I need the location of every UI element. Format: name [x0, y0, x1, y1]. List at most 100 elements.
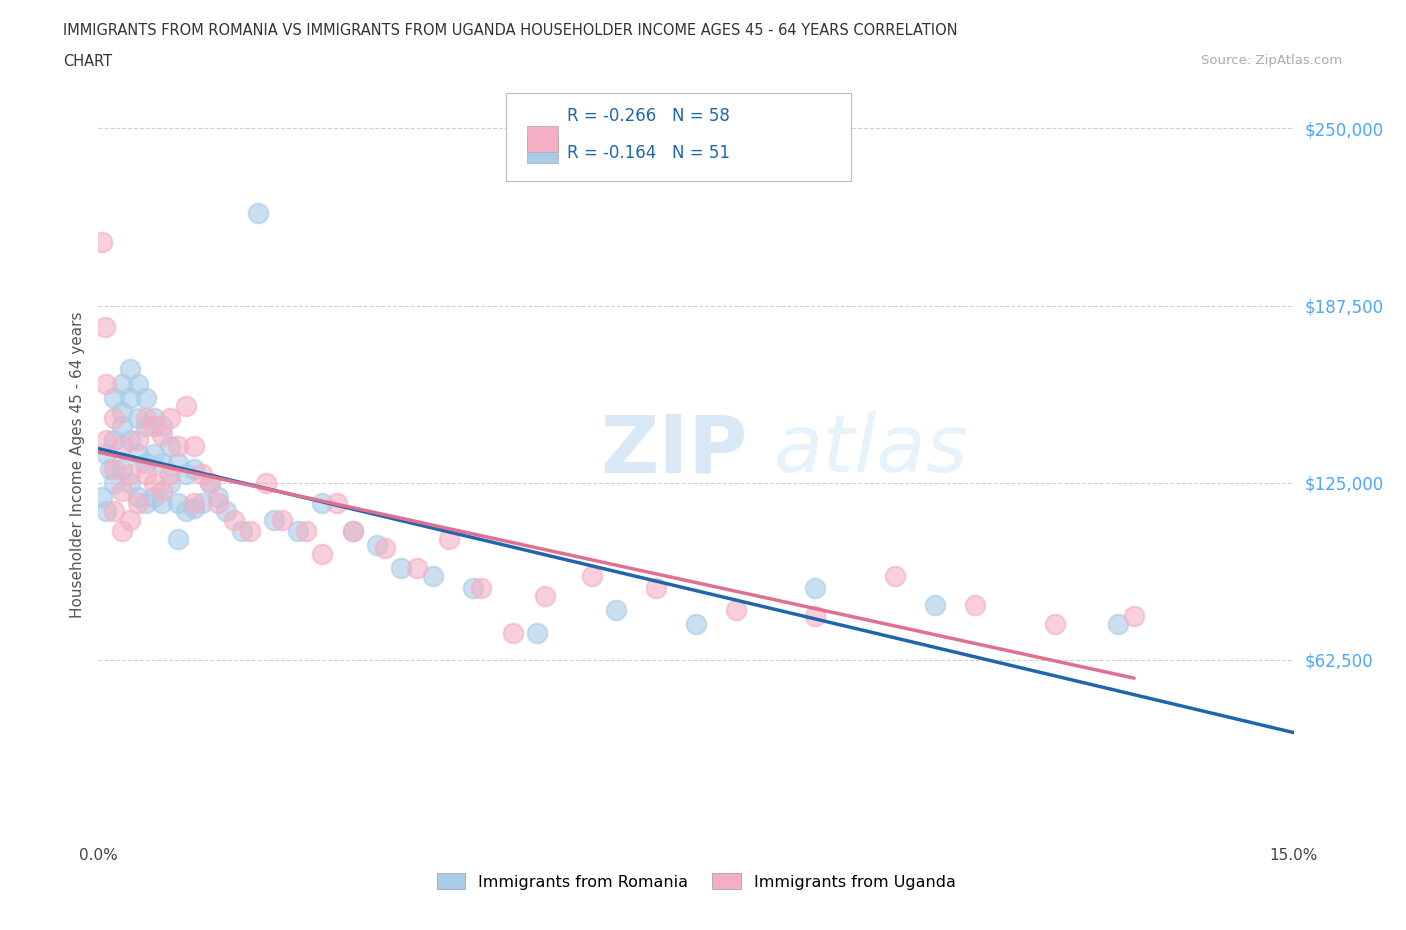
- Point: [263, 512, 285, 527]
- Point: [159, 467, 181, 482]
- Point: [198, 475, 221, 490]
- Point: [526, 626, 548, 641]
- Point: [406, 560, 429, 575]
- Point: [127, 489, 149, 504]
- Point: [437, 532, 460, 547]
- Point: [342, 524, 364, 538]
- Point: [645, 580, 668, 595]
- Point: [183, 438, 205, 453]
- Point: [143, 475, 166, 490]
- Point: [127, 495, 149, 510]
- Point: [143, 447, 166, 462]
- Point: [804, 580, 827, 595]
- Point: [135, 391, 157, 405]
- Point: [326, 495, 349, 510]
- Point: [246, 206, 269, 221]
- Point: [150, 484, 173, 498]
- Point: [207, 489, 229, 504]
- Point: [135, 467, 157, 482]
- Point: [963, 597, 986, 612]
- Point: [311, 546, 333, 561]
- Point: [174, 399, 197, 414]
- Point: [96, 447, 118, 462]
- Point: [366, 538, 388, 552]
- Point: [120, 467, 142, 482]
- Point: [231, 524, 253, 538]
- Point: [111, 484, 134, 498]
- Point: [581, 569, 603, 584]
- Point: [270, 512, 292, 527]
- Text: ZIP: ZIP: [600, 411, 748, 489]
- Point: [103, 504, 125, 519]
- Point: [159, 410, 181, 425]
- Text: IMMIGRANTS FROM ROMANIA VS IMMIGRANTS FROM UGANDA HOUSEHOLDER INCOME AGES 45 - 6: IMMIGRANTS FROM ROMANIA VS IMMIGRANTS FR…: [63, 23, 957, 38]
- Point: [215, 504, 238, 519]
- Point: [135, 410, 157, 425]
- Point: [150, 456, 173, 471]
- Point: [150, 427, 173, 442]
- Point: [167, 532, 190, 547]
- Point: [1043, 617, 1066, 631]
- Point: [183, 461, 205, 476]
- Point: [207, 495, 229, 510]
- Point: [167, 495, 190, 510]
- Point: [605, 603, 627, 618]
- Text: atlas: atlas: [773, 411, 969, 489]
- Point: [111, 418, 134, 433]
- Point: [96, 376, 118, 391]
- Point: [103, 475, 125, 490]
- Point: [198, 475, 221, 490]
- Point: [111, 376, 134, 391]
- Point: [103, 461, 125, 476]
- Point: [120, 512, 142, 527]
- Point: [159, 438, 181, 453]
- Legend: Immigrants from Romania, Immigrants from Uganda: Immigrants from Romania, Immigrants from…: [430, 867, 962, 896]
- Point: [103, 432, 125, 447]
- Point: [183, 500, 205, 515]
- Text: CHART: CHART: [63, 54, 112, 69]
- Point: [502, 626, 524, 641]
- Point: [120, 475, 142, 490]
- Point: [294, 524, 316, 538]
- Point: [143, 418, 166, 433]
- Point: [422, 569, 444, 584]
- Point: [254, 475, 277, 490]
- Point: [90, 234, 112, 249]
- Point: [191, 467, 214, 482]
- Point: [311, 495, 333, 510]
- Point: [174, 467, 197, 482]
- Point: [167, 438, 190, 453]
- Point: [191, 495, 214, 510]
- Point: [685, 617, 707, 631]
- Point: [724, 603, 747, 618]
- Point: [111, 405, 134, 419]
- Y-axis label: Householder Income Ages 45 - 64 years: Householder Income Ages 45 - 64 years: [69, 312, 84, 618]
- Point: [127, 376, 149, 391]
- Text: R = -0.164   N = 51: R = -0.164 N = 51: [567, 144, 730, 163]
- Point: [127, 432, 149, 447]
- Point: [135, 495, 157, 510]
- Point: [804, 608, 827, 623]
- Text: R = -0.266   N = 58: R = -0.266 N = 58: [567, 107, 730, 126]
- Point: [120, 432, 142, 447]
- Point: [143, 410, 166, 425]
- Point: [111, 438, 134, 453]
- Point: [111, 461, 134, 476]
- Point: [120, 391, 142, 405]
- Point: [159, 475, 181, 490]
- Point: [150, 495, 173, 510]
- Point: [470, 580, 492, 595]
- Point: [127, 447, 149, 462]
- Point: [135, 456, 157, 471]
- Point: [127, 410, 149, 425]
- Point: [183, 495, 205, 510]
- Point: [374, 540, 396, 555]
- Point: [98, 461, 122, 476]
- Point: [222, 512, 245, 527]
- Point: [461, 580, 484, 595]
- Point: [1107, 617, 1129, 631]
- Point: [174, 504, 197, 519]
- Point: [389, 560, 412, 575]
- Point: [143, 489, 166, 504]
- Point: [96, 432, 118, 447]
